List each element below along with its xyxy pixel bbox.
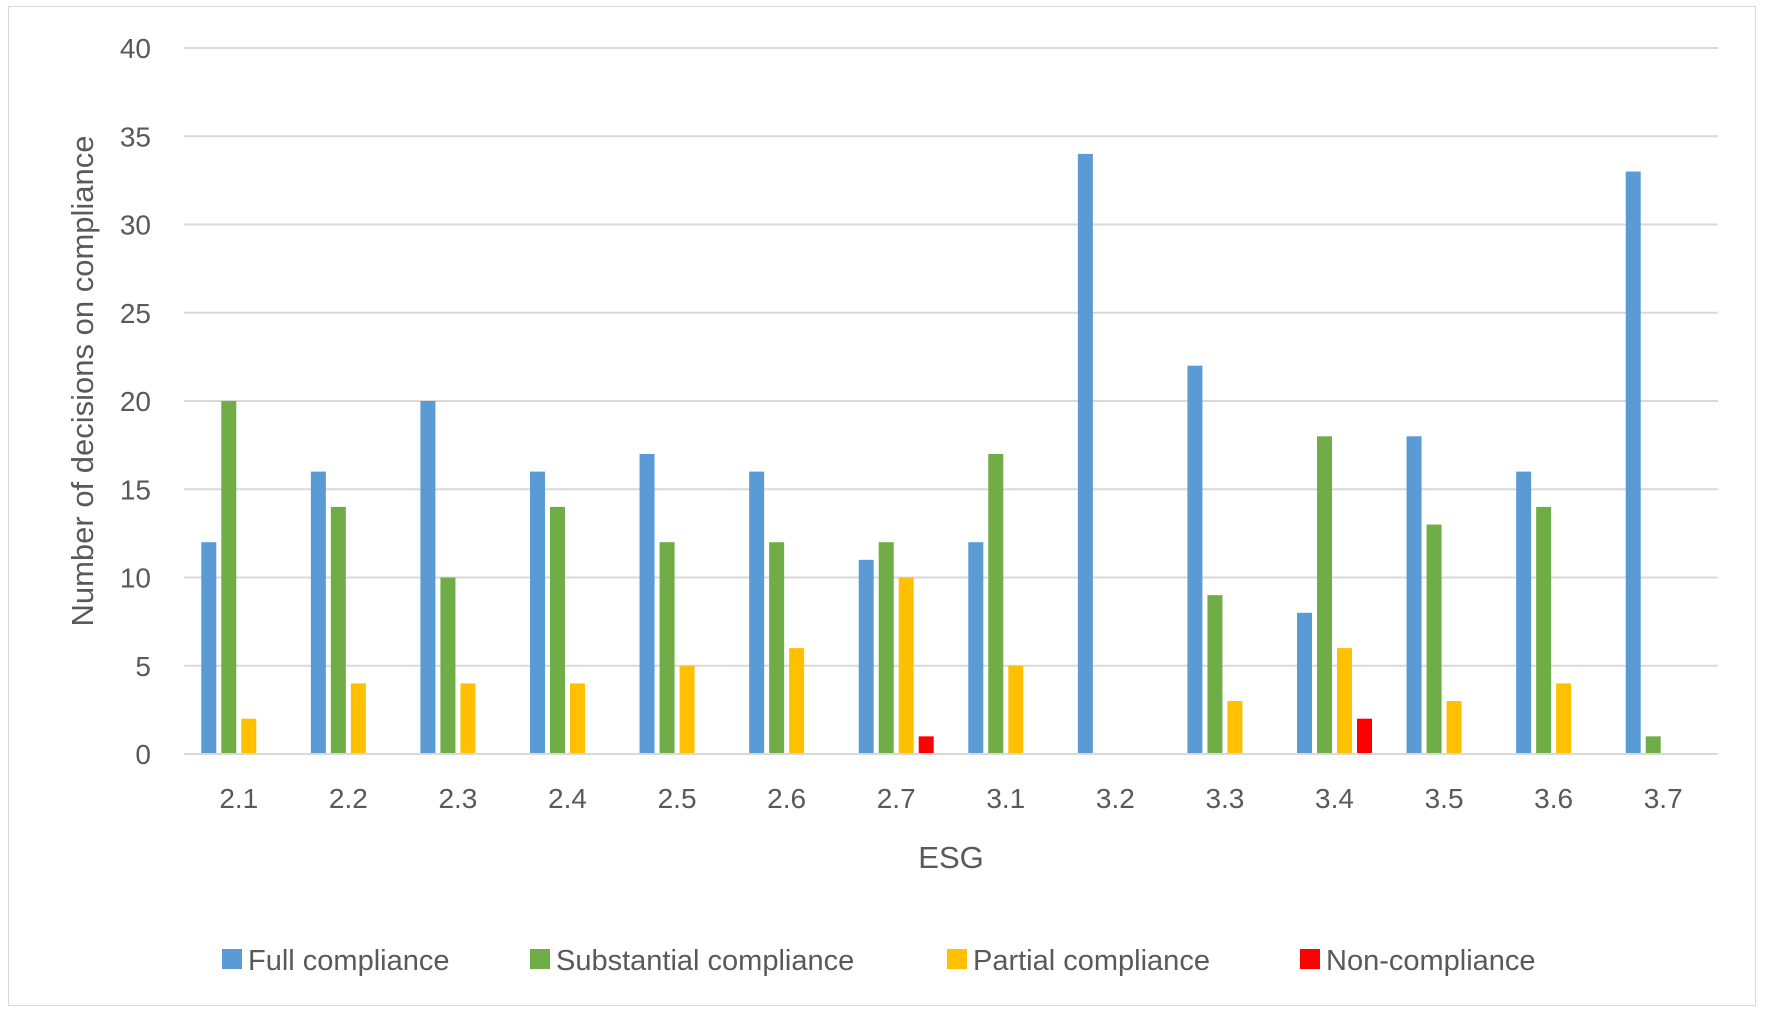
bar-2.3-full-compliance: [420, 401, 436, 754]
x-tick-label: 3.6: [1534, 783, 1573, 814]
x-axis-tick-labels: 2.1 2.2 2.3 2.4 2.5 2.6 2.7 3.1 3.2 3.3 3.4 3.5 3.6 3…: [219, 783, 1682, 814]
legend-label: Substantial compliance: [556, 945, 854, 977]
bar-2.5-partial-compliance: [679, 665, 695, 754]
x-tick-label: 3.4: [1315, 783, 1354, 814]
y-axis-tick-labels: 0 5 10 15 20 25 30 35 40: [120, 33, 151, 770]
bar-2.5-substantial-compliance: [659, 542, 675, 754]
bar-2.6-full-compliance: [749, 471, 765, 754]
bar-3.5-full-compliance: [1406, 436, 1422, 754]
bar-2.2-substantial-compliance: [330, 506, 346, 754]
x-tick-label: 2.5: [658, 783, 697, 814]
bar-3.3-partial-compliance: [1227, 701, 1243, 754]
bar-2.1-partial-compliance: [241, 718, 257, 754]
bar-2.2-full-compliance: [310, 471, 326, 754]
bar-3.7-full-compliance: [1625, 171, 1641, 755]
legend-item-substantial-compliance: Substantial compliance: [530, 945, 854, 977]
x-tick-label: 3.5: [1425, 783, 1464, 814]
x-tick-label: 2.7: [877, 783, 916, 814]
x-tick-label: 2.3: [438, 783, 477, 814]
y-axis-title: Number of decisions on compliance: [65, 135, 100, 626]
bar-3.3-full-compliance: [1187, 365, 1203, 754]
y-tick-label: 15: [120, 474, 151, 505]
bar-3.4-partial-compliance: [1337, 648, 1352, 754]
legend-item-non-compliance: Non-compliance: [1300, 945, 1536, 977]
x-tick-label: 3.1: [986, 783, 1025, 814]
x-axis-title: ESG: [918, 840, 983, 875]
bar-3.1-full-compliance: [968, 542, 984, 754]
bar-2.3-substantial-compliance: [440, 577, 456, 754]
bar-3.4-full-compliance: [1297, 612, 1312, 754]
bars: [201, 153, 1661, 755]
bar-3.1-substantial-compliance: [988, 453, 1004, 754]
bar-3.2-full-compliance: [1077, 153, 1093, 754]
bar-2.2-partial-compliance: [350, 683, 366, 754]
legend-item-partial-compliance: Partial compliance: [947, 945, 1210, 977]
legend: Full compliance Substantial compliance Par…: [222, 945, 1536, 977]
x-tick-label: 3.7: [1644, 783, 1683, 814]
bar-2.7-full-compliance: [858, 559, 874, 754]
bar-3.5-substantial-compliance: [1426, 524, 1442, 754]
x-tick-label: 3.2: [1096, 783, 1135, 814]
x-tick-label: 2.4: [548, 783, 587, 814]
bar-2.3-partial-compliance: [460, 683, 476, 754]
legend-swatch: [222, 949, 242, 969]
bar-3.4-substantial-compliance: [1317, 436, 1332, 754]
x-tick-label: 2.6: [767, 783, 806, 814]
y-tick-label: 25: [120, 298, 151, 329]
bar-2.6-partial-compliance: [789, 648, 805, 754]
bar-2.4-substantial-compliance: [550, 506, 565, 754]
legend-label: Partial compliance: [973, 945, 1210, 977]
gridlines: [184, 47, 1718, 667]
x-tick-label: 3.3: [1205, 783, 1244, 814]
bar-3.6-full-compliance: [1516, 471, 1532, 754]
y-tick-label: 0: [135, 739, 151, 770]
y-tick-label: 20: [120, 386, 151, 417]
y-tick-label: 30: [120, 210, 151, 241]
bar-2.7-non-compliance: [918, 736, 934, 754]
bar-3.5-partial-compliance: [1446, 701, 1462, 754]
legend-label: Non-compliance: [1326, 945, 1536, 977]
x-tick-label: 2.2: [329, 783, 368, 814]
legend-swatch: [530, 949, 550, 969]
y-tick-label: 40: [120, 33, 151, 64]
bar-2.4-partial-compliance: [570, 683, 585, 754]
bar-3.4-non-compliance: [1357, 718, 1372, 754]
bar-3.3-substantial-compliance: [1207, 595, 1223, 754]
y-tick-label: 5: [135, 651, 151, 682]
bar-3.7-substantial-compliance: [1645, 736, 1661, 754]
y-tick-label: 10: [120, 563, 151, 594]
bar-3.6-partial-compliance: [1556, 683, 1572, 754]
bar-2.5-full-compliance: [639, 453, 655, 754]
bar-2.1-substantial-compliance: [221, 401, 237, 754]
x-tick-label: 2.1: [219, 783, 258, 814]
legend-item-full-compliance: Full compliance: [222, 945, 449, 977]
bar-2.7-partial-compliance: [898, 577, 914, 754]
bar-3.6-substantial-compliance: [1536, 506, 1552, 754]
legend-swatch: [947, 949, 967, 969]
bar-2.4-full-compliance: [530, 471, 545, 754]
legend-swatch: [1300, 949, 1320, 969]
bar-3.1-partial-compliance: [1008, 665, 1024, 754]
bar-2.6-substantial-compliance: [769, 542, 785, 754]
chart-frame: [8, 6, 1756, 1006]
bar-2.7-substantial-compliance: [878, 542, 894, 754]
y-tick-label: 35: [120, 121, 151, 152]
bar-2.1-full-compliance: [201, 542, 217, 754]
legend-label: Full compliance: [248, 945, 449, 977]
